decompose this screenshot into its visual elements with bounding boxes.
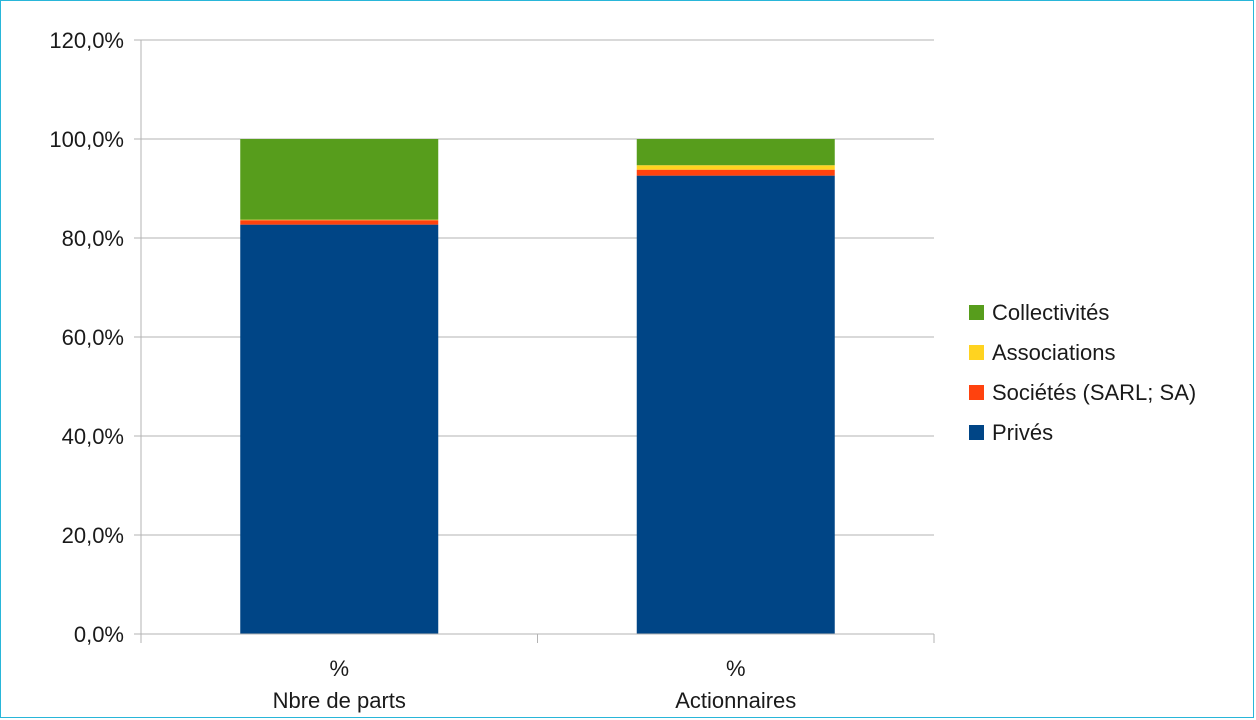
y-tick-label: 80,0% — [62, 226, 124, 251]
legend-swatch — [969, 385, 984, 400]
y-tick-label: 100,0% — [49, 127, 124, 152]
y-tick-label: 60,0% — [62, 325, 124, 350]
bar-segment — [240, 139, 439, 220]
legend-swatch — [969, 305, 984, 320]
y-tick-label: 40,0% — [62, 424, 124, 449]
y-tick-labels: 0,0% 20,0% 40,0% 60,0% 80,0% 100,0% 120,0% — [49, 28, 124, 647]
legend-swatch — [969, 425, 984, 440]
bar-segment — [636, 165, 835, 170]
bar-segment — [240, 224, 439, 634]
bar-segment — [636, 139, 835, 166]
legend-label: Sociétés (SARL; SA) — [992, 380, 1196, 405]
bar-segment — [240, 220, 439, 225]
legend-label: Privés — [992, 420, 1053, 445]
y-tick-label: 0,0% — [74, 622, 124, 647]
legend: Collectivités Associations Sociétés (SARL;… — [969, 300, 1196, 445]
x-category-label: Nbre de parts — [273, 688, 406, 713]
y-tick-label: 20,0% — [62, 523, 124, 548]
y-tick-label: 120,0% — [49, 28, 124, 53]
axes — [134, 39, 935, 643]
legend-swatch — [969, 345, 984, 360]
x-category-label: Actionnaires — [675, 688, 796, 713]
bar-segment — [636, 169, 835, 176]
x-category-labels: % Nbre de parts% Actionnaires — [273, 656, 797, 713]
bar-segment — [636, 175, 835, 634]
bars — [240, 139, 835, 634]
x-category-label: % — [726, 656, 746, 681]
legend-label: Associations — [992, 340, 1116, 365]
legend-label: Collectivités — [992, 300, 1109, 325]
x-category-label: % — [329, 656, 349, 681]
